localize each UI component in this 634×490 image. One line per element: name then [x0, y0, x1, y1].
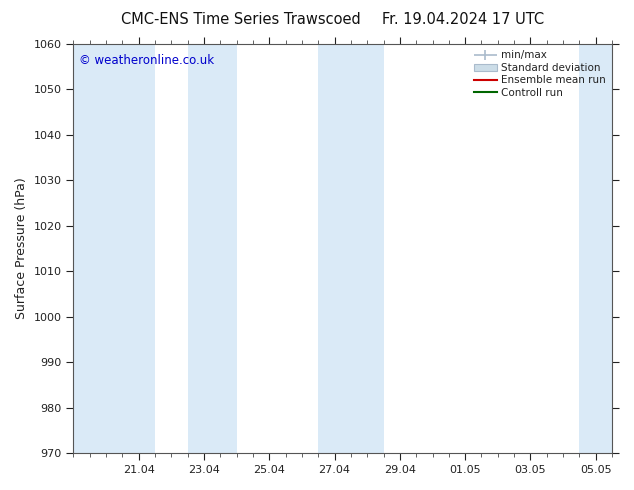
Text: © weatheronline.co.uk: © weatheronline.co.uk [79, 54, 214, 67]
Text: Fr. 19.04.2024 17 UTC: Fr. 19.04.2024 17 UTC [382, 12, 544, 27]
Legend: min/max, Standard deviation, Ensemble mean run, Controll run: min/max, Standard deviation, Ensemble me… [470, 46, 610, 102]
Bar [188, 44, 236, 453]
Y-axis label: Surface Pressure (hPa): Surface Pressure (hPa) [15, 178, 28, 319]
Text: CMC-ENS Time Series Trawscoed: CMC-ENS Time Series Trawscoed [121, 12, 361, 27]
Bar [579, 44, 612, 453]
Bar [74, 44, 155, 453]
Bar [318, 44, 384, 453]
